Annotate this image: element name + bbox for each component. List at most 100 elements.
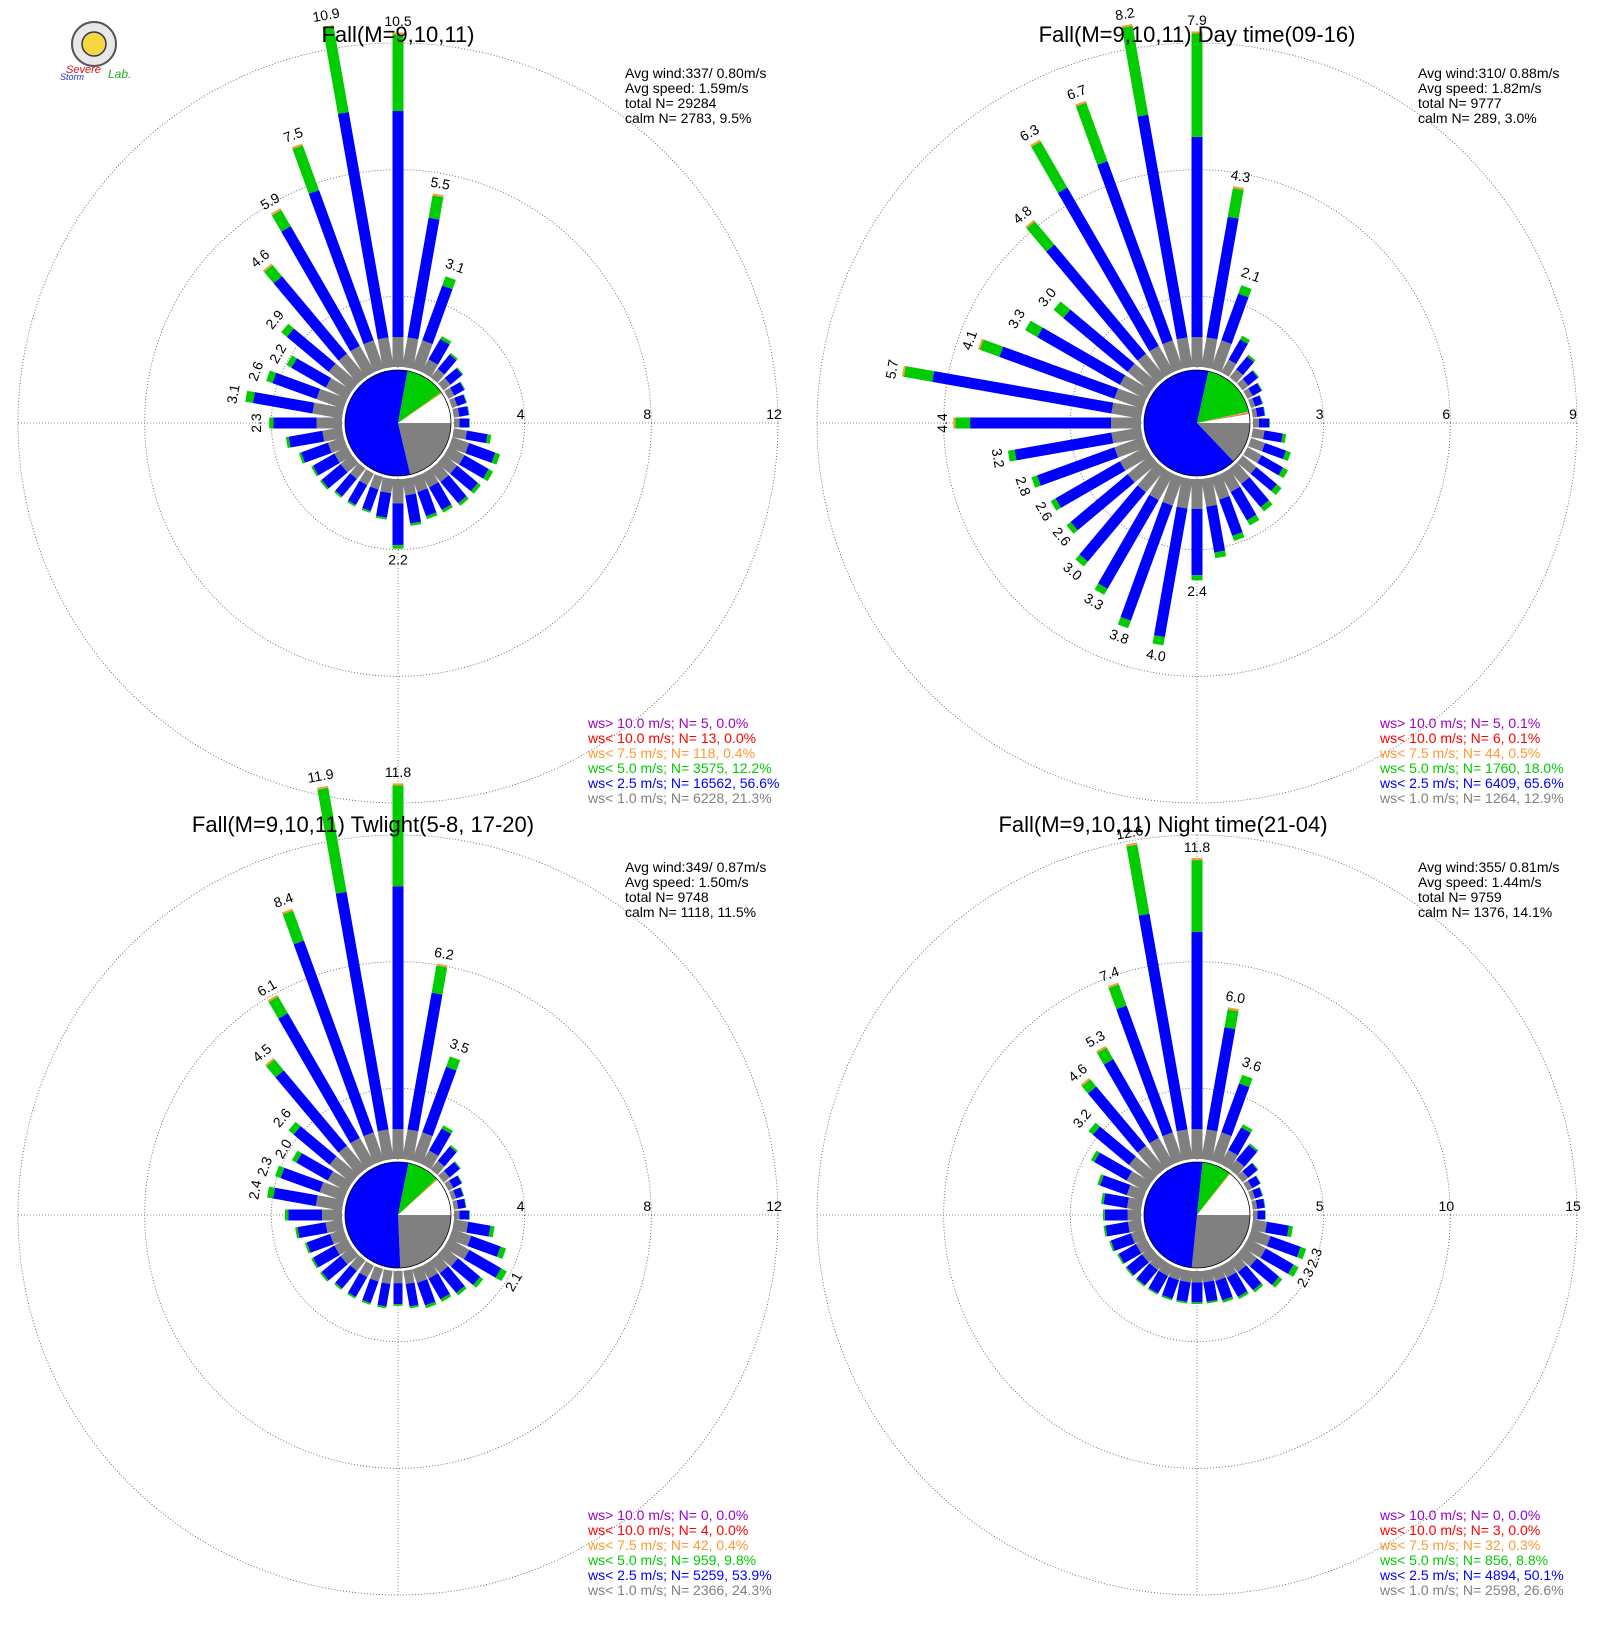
bar-segment-lt2-5 <box>1046 244 1146 361</box>
bar-segment-lt5 <box>322 26 349 114</box>
bar-segment-lt2-5 <box>1055 461 1126 508</box>
bar-segment-lt2-5 <box>1265 1221 1290 1237</box>
bar-segment-lt2-5 <box>1252 1187 1263 1199</box>
bar-segment-lt2-5 <box>428 482 452 510</box>
bar-segment-lt1 <box>1228 1254 1247 1273</box>
bar-segment-lt1 <box>316 388 348 410</box>
bar-segment-lt5 <box>1253 1283 1264 1293</box>
legend-entry: ws> 10.0 m/s; N= 5, 0.1% <box>1379 715 1540 731</box>
bar-value-label: 8.2 <box>1114 4 1136 23</box>
legend-entry: ws< 2.5 m/s; N= 16562, 56.6% <box>587 775 779 791</box>
bar-segment-lt2-5 <box>1230 486 1257 521</box>
bar-segment-lt2-5 <box>1249 1258 1280 1286</box>
pie-slice-lt7-5 <box>1197 411 1250 423</box>
bar-segment-lt2-5 <box>1241 477 1269 508</box>
bar-value-label: 3.3 <box>1005 306 1029 331</box>
ring-label: 9 <box>1569 406 1577 422</box>
bar-segment-lt5 <box>311 1257 319 1269</box>
pie-slice-lt2-5 <box>1144 370 1234 476</box>
bar-segment-lt1 <box>1126 1171 1152 1192</box>
bar-segment-lt2-5 <box>275 1070 347 1153</box>
bar-segment-lt2-5 <box>449 1175 462 1189</box>
bar-segment-lt5 <box>1117 616 1131 629</box>
legend-entry: ws< 2.5 m/s; N= 4894, 50.1% <box>1379 1567 1564 1583</box>
bar-segment-lt2-5 <box>272 372 321 400</box>
bar-segment-lt2-5 <box>437 354 457 375</box>
bar-segment-lt1 <box>1149 1137 1174 1170</box>
bar-segment-lt5 <box>1281 433 1287 444</box>
pie-slice-lt2-5 <box>344 369 411 476</box>
bar-segment-lt1 <box>1210 340 1232 373</box>
bar-segment-lt1 <box>1126 1184 1147 1202</box>
bar-segment-lt1 <box>1251 1219 1268 1233</box>
bar-segment-lt5 <box>361 508 371 513</box>
bar-segment-lt2-5 <box>377 1282 391 1307</box>
pie-slice-lt5 <box>1197 1162 1230 1215</box>
bar-segment-lt1 <box>312 402 344 419</box>
bar-segment-lt1 <box>443 446 465 465</box>
bar-segment-lt5 <box>361 1300 371 1305</box>
bar-value-label: 2.3 <box>254 1154 276 1178</box>
bar-segment-lt1 <box>1243 388 1253 399</box>
bar-segment-lt5 <box>1066 521 1078 534</box>
pie-slice-lt10 <box>1197 413 1250 423</box>
bar-segment-lt1 <box>1237 1170 1249 1183</box>
bar-segment-lt2-5 <box>465 443 496 463</box>
bar-segment-lt2-5 <box>428 1128 452 1156</box>
bar-segment-lt2-5 <box>1138 913 1188 1132</box>
wind-rose-panel-2: 3 6 97.94.32.12.44.03.83.33.02.62.62.83.24… <box>816 4 1578 806</box>
bar-segment-lt7-5 <box>1075 100 1087 107</box>
bar-value-label: 2.6 <box>245 359 267 383</box>
bar-segment-lt1 <box>1176 337 1193 369</box>
bar-value-label: 3.8 <box>1107 626 1131 648</box>
legend-entry: ws< 10.0 m/s; N= 3, 0.0% <box>1379 1522 1540 1538</box>
bar-value-label: 3.2 <box>989 447 1008 469</box>
bar-segment-lt5 <box>1075 102 1108 165</box>
stat-avg-wind: Avg wind:349/ 0.87m/s <box>625 859 766 875</box>
legend-entry: ws> 10.0 m/s; N= 0, 0.0% <box>587 1507 748 1523</box>
bar-segment-lt1 <box>1248 398 1256 409</box>
bar-segment-lt1 <box>1251 408 1258 418</box>
bar-segment-lt1 <box>411 1265 428 1284</box>
bar-segment-lt5 <box>441 504 453 513</box>
stat-avg-speed: Avg speed: 1.50m/s <box>625 874 748 890</box>
bar-segment-lt2-5 <box>422 285 453 345</box>
bar-value-label: 2.4 <box>245 1179 264 1201</box>
bar-segment-lt5 <box>1287 1225 1294 1238</box>
pie-slice-lt1 <box>1197 423 1250 462</box>
bar-segment-lt5 <box>1090 1150 1100 1162</box>
bar-segment-lt1 <box>1128 1156 1158 1184</box>
legend-entry: ws< 7.5 m/s; N= 44, 0.5% <box>1379 745 1540 761</box>
bar-segment-lt5 <box>1117 1253 1125 1265</box>
range-ring <box>943 961 1451 1469</box>
ring-label: 4 <box>517 1198 525 1214</box>
legend-entry: ws< 5.0 m/s; N= 959, 9.8% <box>587 1552 756 1568</box>
bar-segment-lt1 <box>1127 454 1158 483</box>
bar-value-label: 6.2 <box>433 944 455 963</box>
bar-segment-lt2-5 <box>297 1222 328 1238</box>
bar-segment-lt5 <box>1031 141 1068 193</box>
stat-avg-speed: Avg speed: 1.59m/s <box>625 80 748 96</box>
panel-title: Fall(M=9,10,11) Day time(09-16) <box>1039 22 1356 47</box>
stat-calm: calm N= 1376, 14.1% <box>1418 904 1552 920</box>
bar-segment-lt7-5 <box>267 994 279 1002</box>
bar-segment-lt1 <box>329 1228 348 1245</box>
bar-segment-lt5 <box>1031 475 1041 488</box>
bar-segment-lt1 <box>1220 1260 1237 1278</box>
bar-segment-lt1 <box>338 1145 367 1176</box>
bar-segment-lt1 <box>438 1170 450 1183</box>
bar-segment-lt1 <box>1251 1200 1258 1210</box>
bar-segment-lt5 <box>304 1242 311 1254</box>
bar-segment-lt1 <box>1229 369 1244 383</box>
bar-segment-lt5 <box>426 512 438 520</box>
bar-segment-lt2-5 <box>321 1256 348 1281</box>
bar-segment-lt1 <box>350 345 375 378</box>
bar-segment-lt2-5 <box>440 475 467 504</box>
logo-text-storm: Storm <box>60 72 85 82</box>
bar-segment-lt2-5 <box>1266 1235 1301 1258</box>
bar-segment-lt2-5 <box>252 392 315 414</box>
ring-label: 8 <box>643 1198 651 1214</box>
legend-entry: ws< 5.0 m/s; N= 3575, 12.2% <box>587 760 772 776</box>
bar-segment-lt5 <box>245 390 255 404</box>
bar-segment-lt2-5 <box>1094 1152 1133 1181</box>
